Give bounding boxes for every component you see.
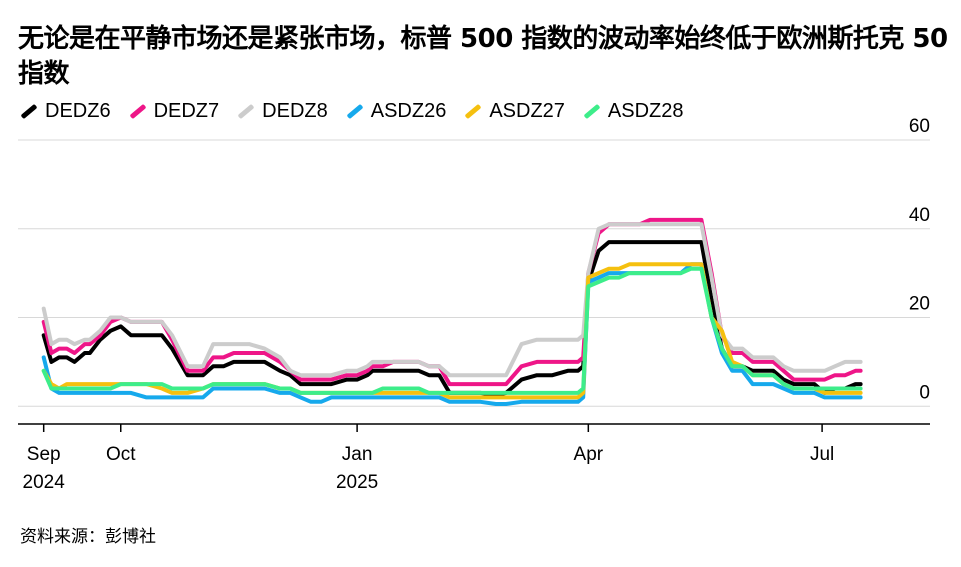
y-gridlines	[18, 139, 930, 407]
x-tick-label-sep: Sep	[27, 444, 61, 465]
y-tick-label-60: 60	[909, 116, 930, 137]
legend-item-dedz8[interactable]: DEDZ8	[237, 99, 328, 123]
x-tick-label-jan: Jan	[342, 444, 373, 465]
x-tick-label-apr: Apr	[574, 444, 604, 465]
series-line-dedz8	[41, 222, 863, 378]
legend-label-dedz6: DEDZ6	[45, 100, 111, 122]
legend-label-dedz8: DEDZ8	[262, 100, 328, 122]
legend: DEDZ6 DEDZ7 DEDZ8 ASDZ26 ASDZ27 ASDZ28	[20, 99, 684, 123]
x-tick-label-jul: Jul	[810, 444, 834, 465]
series-line-asdz27	[41, 262, 863, 400]
y-tick-label-20: 20	[909, 294, 930, 315]
series-line-asdz28	[41, 266, 863, 395]
chart-title: 无论是在平静市场还是紧张市场，标普 500 指数的波动率始终低于欧洲斯托克 50…	[18, 24, 948, 89]
x-axis-ticks: Sep 2024 Oct Jan 2025 Apr Jul	[23, 424, 834, 493]
legend-item-asdz28[interactable]: ASDZ28	[583, 99, 684, 123]
series-line-asdz26	[41, 262, 863, 406]
legend-label-asdz26: ASDZ26	[370, 100, 447, 122]
series-lines	[41, 217, 863, 406]
legend-item-dedz6[interactable]: DEDZ6	[20, 99, 111, 123]
y-tick-label-40: 40	[909, 205, 930, 226]
legend-item-asdz26[interactable]: ASDZ26	[346, 99, 447, 123]
series-line-dedz7	[41, 217, 863, 387]
x-tick-year-2024: 2024	[23, 472, 66, 493]
legend-label-dedz7: DEDZ7	[153, 100, 220, 122]
x-tick-label-oct: Oct	[106, 444, 136, 465]
legend-label-asdz27: ASDZ27	[489, 100, 565, 122]
y-tick-label-0: 0	[919, 382, 930, 403]
legend-item-asdz27[interactable]: ASDZ27	[464, 99, 565, 123]
x-tick-year-2025: 2025	[336, 472, 378, 493]
legend-item-dedz7[interactable]: DEDZ7	[129, 99, 220, 123]
y-axis-tick-labels: 0 20 40 60	[909, 116, 930, 403]
legend-label-asdz28: ASDZ28	[607, 100, 684, 122]
source-note: 资料来源：彭博社	[20, 527, 156, 547]
